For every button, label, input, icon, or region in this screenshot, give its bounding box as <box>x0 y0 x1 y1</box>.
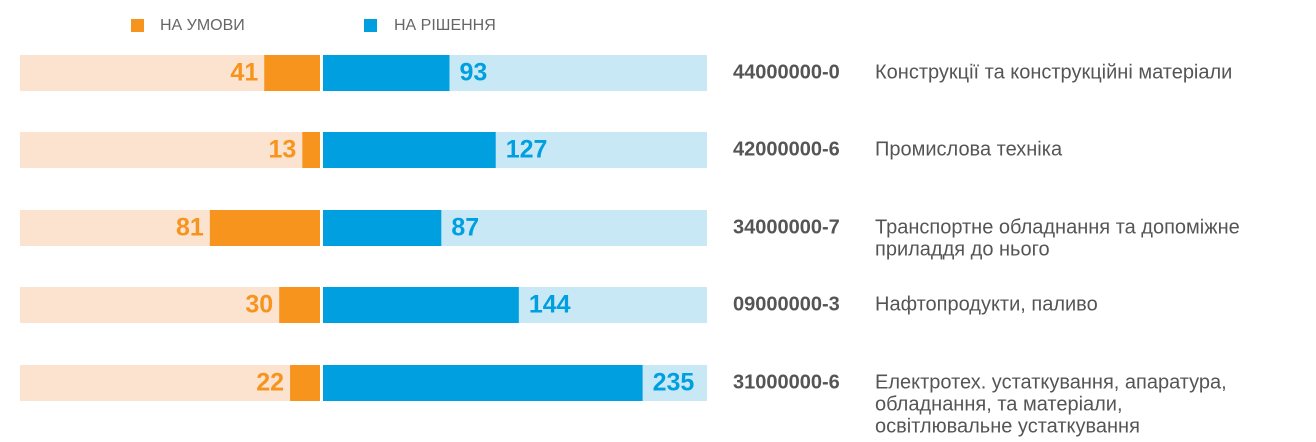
value-label: 41 <box>230 59 258 87</box>
bar <box>209 210 320 246</box>
value-label: 87 <box>451 214 479 242</box>
category-code: 44000000-0 <box>733 61 840 83</box>
legend-swatch <box>364 19 377 32</box>
category-name: приладдя до нього <box>875 238 1050 260</box>
legend-label: НА УМОВИ <box>160 17 245 34</box>
value-label: 13 <box>269 136 297 164</box>
bar <box>323 210 442 246</box>
legend-label: НА РІШЕННЯ <box>394 17 496 34</box>
bar <box>279 287 320 323</box>
category-name: Промислова техніка <box>875 138 1063 160</box>
value-label: 144 <box>529 291 571 319</box>
category-name: Конструкції та конструкційні матеріали <box>875 61 1232 83</box>
category-name: обладнання, та матеріали, <box>875 393 1123 415</box>
value-label: 81 <box>176 214 204 242</box>
bar <box>302 132 320 168</box>
category-name: Нафтопродукти, паливо <box>875 293 1098 315</box>
category-name: Транспортне обладнання та допоміжне <box>875 216 1240 238</box>
value-label: 30 <box>245 291 273 319</box>
bar <box>323 55 450 91</box>
category-name: Електротех. устаткування, апаратура, <box>875 371 1227 393</box>
value-label: 127 <box>506 136 548 164</box>
bar <box>290 365 320 401</box>
bar <box>323 287 519 323</box>
category-code: 34000000-7 <box>733 216 840 238</box>
category-name: освітлювальне устаткування <box>875 415 1140 437</box>
bar <box>323 365 643 401</box>
category-code: 42000000-6 <box>733 138 840 160</box>
track <box>20 132 320 168</box>
track <box>20 287 320 323</box>
value-label: 22 <box>256 369 284 397</box>
category-code: 31000000-6 <box>733 371 840 393</box>
bar <box>323 132 496 168</box>
track <box>20 365 320 401</box>
value-label: 93 <box>459 59 487 87</box>
category-code: 09000000-3 <box>733 293 840 315</box>
bar <box>264 55 320 91</box>
legend-swatch <box>131 19 144 32</box>
value-label: 235 <box>653 369 695 397</box>
